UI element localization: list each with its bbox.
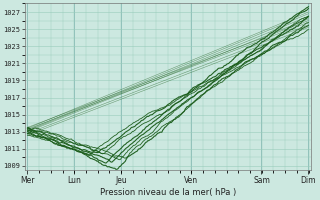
X-axis label: Pression niveau de la mer( hPa ): Pression niveau de la mer( hPa ) [100, 188, 236, 197]
